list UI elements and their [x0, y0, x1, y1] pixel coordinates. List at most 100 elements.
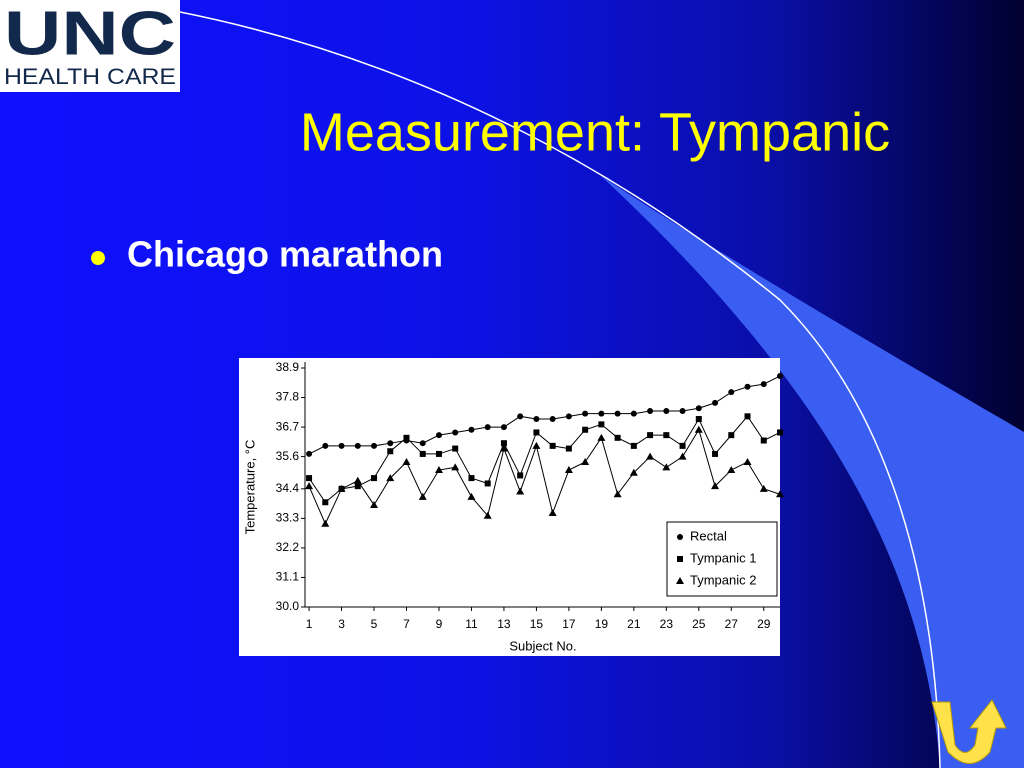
legend-label: Tympanic 1 — [690, 550, 756, 565]
series-line — [308, 428, 781, 525]
x-tick-label: 19 — [595, 617, 609, 631]
marker — [760, 437, 767, 444]
marker — [614, 434, 621, 441]
legend-marker — [677, 534, 683, 540]
x-tick-label: 13 — [497, 617, 511, 631]
marker — [679, 407, 686, 414]
marker — [613, 490, 622, 498]
series-line — [308, 415, 781, 504]
logo-mark: UNC — [4, 0, 176, 68]
marker — [371, 442, 378, 449]
x-tick-label: 15 — [530, 617, 544, 631]
marker — [322, 499, 329, 506]
marker — [712, 399, 719, 406]
marker — [516, 487, 525, 495]
marker — [549, 442, 556, 449]
marker — [500, 424, 507, 431]
marker — [451, 463, 460, 471]
x-tick-label: 29 — [757, 617, 771, 631]
marker — [500, 440, 507, 447]
marker — [337, 484, 346, 492]
marker — [532, 441, 541, 449]
x-tick-label: 11 — [465, 617, 478, 631]
marker — [452, 429, 459, 436]
bullet-dot — [91, 251, 105, 265]
marker — [728, 432, 735, 439]
marker — [321, 519, 330, 527]
y-tick-label: 32.2 — [276, 540, 300, 554]
marker — [419, 440, 426, 447]
marker — [744, 383, 751, 390]
marker — [305, 482, 314, 490]
marker — [533, 416, 540, 423]
marker — [353, 476, 362, 484]
marker — [727, 466, 736, 474]
marker — [597, 433, 606, 441]
accent-shape — [600, 175, 1024, 768]
bullet-text: Chicago marathon — [127, 234, 443, 275]
marker — [663, 407, 670, 414]
marker — [630, 410, 637, 417]
marker — [743, 457, 752, 465]
y-tick-label: 34.4 — [276, 481, 300, 495]
logo-box — [0, 0, 180, 92]
x-tick-label: 17 — [562, 617, 576, 631]
marker — [711, 482, 720, 490]
marker — [647, 407, 654, 414]
marker — [662, 463, 671, 471]
marker — [386, 474, 395, 482]
marker — [695, 405, 702, 412]
legend-marker — [676, 577, 684, 584]
marker — [387, 448, 394, 455]
y-tick-label: 35.6 — [276, 449, 300, 463]
x-tick-label: 3 — [338, 617, 345, 631]
marker — [306, 475, 313, 482]
marker — [695, 416, 702, 423]
x-axis-label: Subject No. — [509, 638, 576, 653]
marker — [646, 452, 655, 460]
x-tick-label: 23 — [660, 617, 674, 631]
marker — [484, 424, 491, 431]
marker — [728, 389, 735, 396]
marker — [533, 429, 540, 436]
marker — [582, 426, 589, 433]
y-tick-label: 36.7 — [276, 419, 300, 433]
slide-title: Measurement: Tympanic — [300, 102, 890, 162]
marker — [630, 442, 637, 449]
marker — [777, 429, 783, 436]
marker — [306, 450, 313, 457]
marker — [598, 410, 605, 417]
marker — [598, 421, 605, 428]
marker — [712, 450, 719, 457]
nav-return-button[interactable] — [931, 699, 1007, 764]
marker — [776, 490, 784, 498]
marker — [678, 452, 687, 460]
marker — [564, 466, 573, 474]
x-tick-label: 5 — [371, 617, 378, 631]
marker — [565, 413, 572, 420]
marker — [435, 450, 442, 457]
marker — [565, 445, 572, 452]
marker — [679, 442, 686, 449]
legend-label: Tympanic 2 — [690, 572, 756, 587]
x-tick-label: 25 — [692, 617, 706, 631]
marker — [452, 445, 459, 452]
marker — [777, 373, 783, 380]
marker — [338, 442, 345, 449]
marker — [483, 511, 492, 519]
y-tick-label: 33.3 — [276, 511, 300, 525]
marker — [548, 509, 557, 517]
y-tick-label: 37.8 — [276, 390, 300, 404]
x-tick-label: 9 — [436, 617, 443, 631]
marker — [371, 475, 378, 482]
y-tick-label: 30.0 — [276, 599, 300, 613]
x-tick-label: 21 — [627, 617, 641, 631]
marker — [434, 466, 443, 474]
marker — [760, 381, 767, 388]
chart-background — [239, 358, 780, 656]
marker — [467, 492, 476, 500]
marker — [517, 413, 524, 420]
legend-label: Rectal — [690, 528, 727, 543]
